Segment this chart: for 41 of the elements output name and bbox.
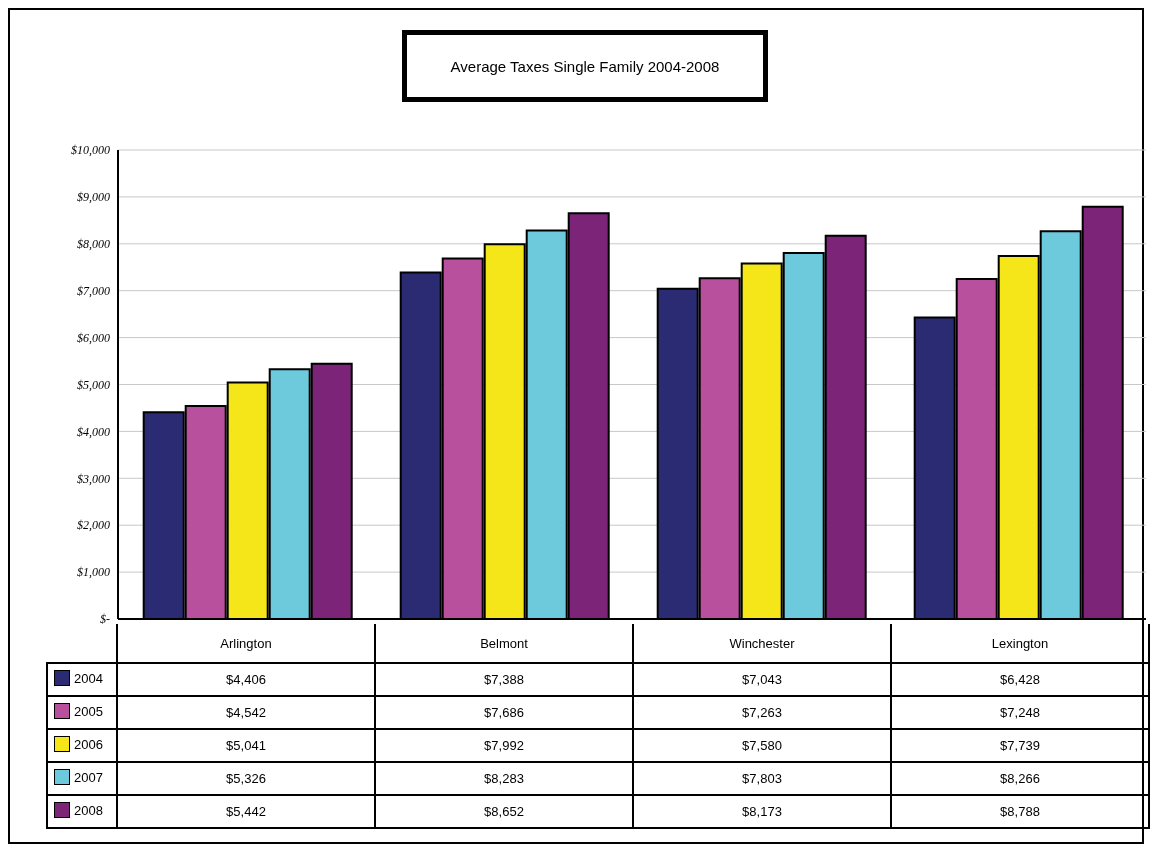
data-label: $4,406 (117, 663, 375, 696)
legend-label: 2005 (74, 703, 103, 719)
x-tick-label: Lexington (891, 624, 1149, 663)
data-label: $6,428 (891, 663, 1149, 696)
data-label: $7,263 (633, 696, 891, 729)
y-tick-label: $10,000 (71, 143, 110, 158)
data-label: $7,686 (375, 696, 633, 729)
data-label: $7,043 (633, 663, 891, 696)
data-label: $5,442 (117, 795, 375, 828)
chart-title: Average Taxes Single Family 2004-2008 (402, 30, 768, 102)
data-label: $7,580 (633, 729, 891, 762)
data-label: $7,739 (891, 729, 1149, 762)
y-tick-label: $- (100, 612, 110, 627)
data-label: $7,388 (375, 663, 633, 696)
y-tick-label: $2,000 (77, 518, 110, 533)
data-label: $7,992 (375, 729, 633, 762)
data-label: $8,173 (633, 795, 891, 828)
data-label: $8,283 (375, 762, 633, 795)
data-label: $5,326 (117, 762, 375, 795)
x-tick-label: Winchester (633, 624, 891, 663)
y-tick-label: $1,000 (77, 565, 110, 580)
x-tick-label: Arlington (117, 624, 375, 663)
legend-label: 2007 (74, 769, 103, 785)
y-tick-label: $3,000 (77, 471, 110, 486)
data-label: $8,788 (891, 795, 1149, 828)
y-tick-label: $4,000 (77, 424, 110, 439)
y-tick-label: $7,000 (77, 283, 110, 298)
data-label: $8,266 (891, 762, 1149, 795)
x-tick-label: Belmont (375, 624, 633, 663)
legend-label: 2006 (74, 736, 103, 752)
y-tick-label: $5,000 (77, 377, 110, 392)
data-label: $7,803 (633, 762, 891, 795)
data-label: $4,542 (117, 696, 375, 729)
y-tick-label: $8,000 (77, 237, 110, 252)
data-label: $7,248 (891, 696, 1149, 729)
legend-label: 2004 (74, 670, 103, 686)
data-label: $5,041 (117, 729, 375, 762)
legend-label: 2008 (74, 802, 103, 818)
y-tick-label: $9,000 (77, 190, 110, 205)
data-label: $8,652 (375, 795, 633, 828)
y-tick-label: $6,000 (77, 330, 110, 345)
